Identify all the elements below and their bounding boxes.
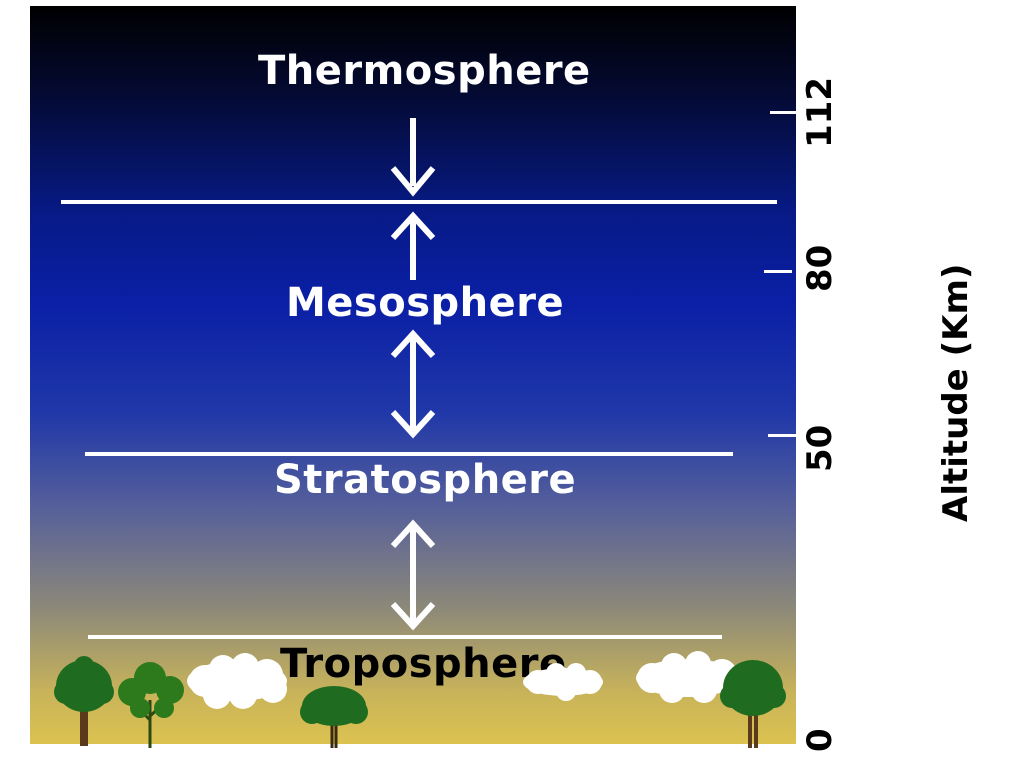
cloud-3	[636, 651, 740, 703]
tick-label-80: 80	[800, 244, 840, 292]
arrow-up-mesosphere	[390, 211, 436, 280]
tick-label-0: 0	[800, 728, 840, 752]
double-arrow-stratosphere	[390, 519, 436, 631]
cloud-1	[187, 653, 287, 709]
tree-1	[54, 656, 114, 746]
tick-label-112: 112	[800, 77, 840, 148]
troposphere-label: Troposphere	[280, 641, 567, 687]
thermo-meso-boundary	[61, 200, 777, 204]
arrow-down-thermosphere	[390, 118, 436, 197]
strato-tropo-boundary	[88, 635, 722, 639]
double-arrow-mesosphere	[390, 329, 436, 439]
tick-mark-112	[770, 111, 798, 114]
meso-strato-boundary	[85, 452, 733, 456]
cloud-2	[523, 663, 603, 701]
tree-4	[720, 660, 786, 748]
stratosphere-label: Stratosphere	[274, 457, 577, 503]
altitude-axis-title: Altitude (Km)	[936, 263, 976, 522]
tick-label-50: 50	[800, 424, 840, 472]
thermosphere-label: Thermosphere	[258, 48, 591, 94]
tree-2	[118, 662, 184, 748]
mesosphere-label: Mesosphere	[286, 280, 565, 326]
tick-mark-80	[764, 270, 792, 273]
tree-3	[300, 686, 368, 748]
tick-mark-50	[768, 434, 796, 437]
